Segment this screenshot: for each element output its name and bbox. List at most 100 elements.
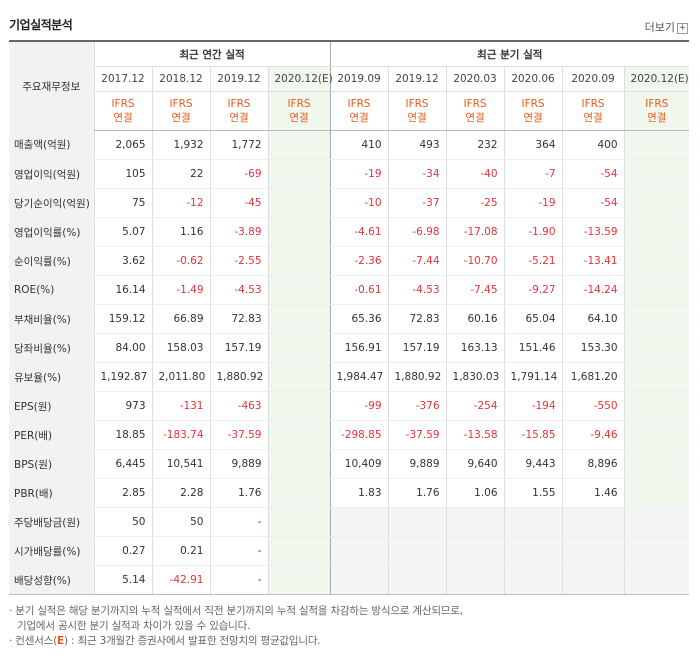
table-cell: 60.16 (445, 304, 505, 334)
table-cell (329, 536, 389, 566)
table-cell: 410 (329, 130, 389, 160)
table-cell (623, 188, 690, 218)
row-label: 배당성향(%) (9, 565, 94, 595)
ifrs-line2: 연결 (647, 112, 667, 124)
table-cell (623, 159, 690, 189)
table-cell (561, 536, 625, 566)
table-row: 매출액(억원) 2,065 1,932 1,772 410 493 232 364 400 (9, 130, 690, 160)
table-cell: -10.70 (445, 246, 505, 276)
table-cell (267, 478, 331, 508)
table-cell: -34 (387, 159, 447, 189)
table-cell (623, 275, 690, 305)
ifrs-line1: IFRS (287, 98, 311, 110)
table-cell: 1,880.92 (209, 362, 268, 392)
table-row: 주당배당금(원) 50 50- (9, 507, 690, 537)
period-header: 2020.06 (503, 66, 563, 92)
table-cell: 1,681.20 (561, 362, 625, 392)
table-cell (267, 188, 331, 218)
table-cell: -14.24 (561, 275, 625, 305)
table-cell (623, 217, 690, 247)
table-cell: 157.19 (209, 333, 268, 363)
table-cell: 105 (93, 159, 152, 189)
ifrs-label: IFRS 연결 (561, 91, 625, 131)
table-cell: -37.59 (387, 420, 447, 450)
table-cell: -5.21 (503, 246, 563, 276)
table-cell: 10,541 (151, 449, 210, 479)
more-link[interactable]: 더보기 + (645, 19, 688, 35)
table-cell: -254 (445, 391, 505, 421)
table-cell: -45 (209, 188, 268, 218)
table-cell: -13.41 (561, 246, 625, 276)
ifrs-line1: IFRS (645, 98, 669, 110)
ifrs-line2: 연결 (349, 112, 369, 124)
table-cell: - (209, 507, 268, 537)
row-label: 당기순이익(억원) (9, 188, 94, 218)
table-cell (267, 391, 331, 421)
footnote-1: · 분기 실적은 해당 분기까지의 누적 실적에서 직전 분기까지의 누적 실적… (9, 605, 463, 617)
table-cell (561, 565, 625, 595)
table-cell (503, 507, 563, 537)
table-cell: -463 (209, 391, 268, 421)
table-row: BPS(원) 6,445 10,541 9,889 10,409 9,889 9,640 9,… (9, 449, 690, 479)
table-cell: -7 (503, 159, 563, 189)
ifrs-label: IFRS 연결 (209, 91, 268, 131)
table-cell: 5.07 (93, 217, 152, 247)
table-cell: -13.58 (445, 420, 505, 450)
table-cell: - (209, 536, 268, 566)
table-cell (623, 362, 690, 392)
table-cell: 1,830.03 (445, 362, 505, 392)
table-cell: 2.28 (151, 478, 210, 508)
table-cell: 156.91 (329, 333, 389, 363)
table-row: 시가배당률(%) 0.27 0.21- (9, 536, 690, 566)
table-cell: 493 (387, 130, 447, 160)
footnotes: · 분기 실적은 해당 분기까지의 누적 실적에서 직전 분기까지의 누적 실적… (9, 604, 463, 649)
ifrs-label: IFRS 연결 (329, 91, 389, 131)
footnote-1b: 기업에서 공시한 분기 실적과 차이가 있을 수 있습니다. (17, 620, 251, 632)
row-label: 영업이익(억원) (9, 159, 94, 189)
table-cell: -10 (329, 188, 389, 218)
table-cell (387, 565, 447, 595)
table-cell: -37.59 (209, 420, 268, 450)
table-cell: 3.62 (93, 246, 152, 276)
table-cell: -69 (209, 159, 268, 189)
table-row: EPS(원) 973 -131 -463 -99 -376 -254 -194 -550 (9, 391, 690, 421)
table-row: PER(배) 18.85 -183.74 -37.59 -298.85 -37.59 -13… (9, 420, 690, 450)
period-header: 2020.03 (445, 66, 505, 92)
table-cell: -54 (561, 188, 625, 218)
table-cell: 163.13 (445, 333, 505, 363)
table-cell (623, 130, 690, 160)
table-cell (267, 159, 331, 189)
table-cell: -12 (151, 188, 210, 218)
period-header: 2020.09 (561, 66, 625, 92)
ifrs-line2: 연결 (113, 112, 133, 124)
table-cell: 1,772 (209, 130, 268, 160)
table-cell: 400 (561, 130, 625, 160)
ifrs-line1: IFRS (169, 98, 193, 110)
table-cell: 2,065 (93, 130, 152, 160)
table-row: 당기순이익(억원) 75 -12 -45 -10 -37 -25 -19 -54 (9, 188, 690, 218)
table-cell: 10,409 (329, 449, 389, 479)
ifrs-line2: 연결 (465, 112, 485, 124)
table-cell: -3.89 (209, 217, 268, 247)
table-cell: 65.36 (329, 304, 389, 334)
ifrs-line1: IFRS (405, 98, 429, 110)
ifrs-label: IFRS 연결 (151, 91, 210, 131)
table-cell (623, 449, 690, 479)
table-cell: 66.89 (151, 304, 210, 334)
table-row: 유보율(%) 1,192.87 2,011.80 1,880.92 1,984.47 1,… (9, 362, 690, 392)
table-cell (623, 478, 690, 508)
row-label: BPS(원) (9, 449, 94, 479)
table-cell: -42.91 (151, 565, 210, 595)
table-cell (267, 333, 331, 363)
table-cell: -40 (445, 159, 505, 189)
table-cell: - (209, 565, 268, 595)
row-label: PBR(배) (9, 478, 94, 508)
quarter-group-header: 최근 분기 실적 (329, 41, 690, 67)
table-cell: 75 (93, 188, 152, 218)
table-cell: 5.14 (93, 565, 152, 595)
table-cell (267, 507, 331, 537)
table-cell (503, 536, 563, 566)
table-cell: 232 (445, 130, 505, 160)
table-cell: -550 (561, 391, 625, 421)
table-cell: -131 (151, 391, 210, 421)
